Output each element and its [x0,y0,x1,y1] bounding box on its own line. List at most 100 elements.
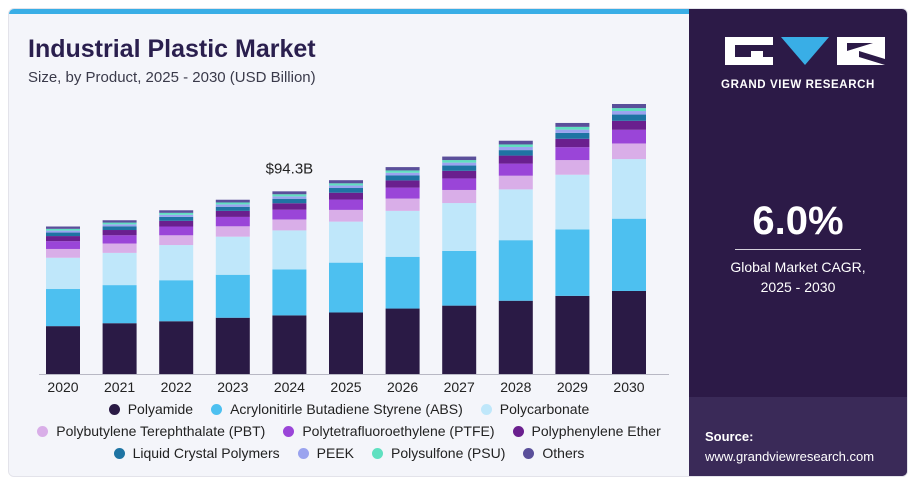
legend-item: Polytetrafluoroethylene (PTFE) [283,423,495,439]
legend-item: Polysulfone (PSU) [372,445,505,461]
info-sidebar: GRAND VIEW RESEARCH 6.0% Global Market C… [689,9,907,476]
legend-label: Polyphenylene Ether [531,423,661,439]
legend-label: Polybutylene Terephthalate (PBT) [56,423,266,439]
bar-segment-2030-3 [612,143,646,160]
legend-item: Acrylonitirle Butadiene Styrene (ABS) [211,401,463,417]
x-tick-label-2020: 2020 [47,379,78,395]
bar-segment-2024-8 [272,194,307,197]
bar-segment-2029-0 [555,295,590,374]
bar-segment-2028-6 [498,150,533,156]
bar-segment-2021-0 [102,323,137,374]
bar-segment-2026-8 [385,170,420,173]
legend-swatch [523,447,535,459]
bar-segment-2024-4 [272,209,307,220]
bar-segment-2029-8 [555,126,590,130]
bar-segment-2023-1 [215,274,250,318]
bar-segment-2026-2 [385,210,420,257]
legend-label: PEEK [316,445,354,461]
bar-segment-2025-5 [329,192,363,200]
bar-segment-2024-2 [272,230,307,270]
bar-segment-2027-7 [442,162,477,166]
bar-segment-2028-1 [498,240,533,301]
bar-segment-2024-7 [272,196,307,199]
bar-segment-2029-4 [555,147,590,161]
legend-swatch [297,447,309,459]
bar-segment-2024-5 [272,203,307,210]
bar-segment-2021-1 [102,285,137,324]
bar-segment-2021-4 [102,235,137,244]
bar-segment-2027-5 [442,170,477,179]
legend-label: Liquid Crystal Polymers [132,445,280,461]
bar-segment-2023-5 [215,210,250,217]
bar-segment-2023-4 [215,216,250,227]
source-url: www.grandviewresearch.com [705,449,875,464]
x-tick-label-2028: 2028 [500,379,531,395]
bar-segment-2022-0 [159,321,194,374]
bar-segment-2022-2 [159,245,194,281]
source-title: Source: [705,429,754,444]
x-tick-label-2026: 2026 [387,379,418,395]
bar-segment-2020-8 [46,228,80,231]
bar-segment-2030-0 [612,290,646,374]
bar-annotation-2024: $94.3B [266,160,314,177]
infographic-card: Industrial Plastic Market Size, by Produ… [8,8,908,477]
cagr-label-line2: 2025 - 2030 [760,279,836,295]
bar-segment-2027-2 [442,203,477,251]
legend-swatch [283,425,295,437]
bar-segment-2029-6 [555,132,590,139]
bar-segment-2025-6 [329,188,363,193]
bar-segment-2022-5 [159,220,194,227]
bar-segment-2022-7 [159,214,194,217]
bar-segment-2021-6 [102,226,137,231]
bar-segment-2027-1 [442,250,477,306]
x-tick-label-2027: 2027 [444,379,475,395]
bar-segment-2028-8 [498,144,533,147]
legend-swatch [113,447,125,459]
bar-segment-2023-2 [215,236,250,275]
bar-segment-2030-8 [612,108,646,112]
cagr-divider [735,249,861,250]
bar-segment-2024-1 [272,269,307,316]
cagr-label-line1: Global Market CAGR, [730,259,866,275]
bar-segment-2021-7 [102,224,137,227]
bar-segment-2020-7 [46,230,80,233]
legend-swatch [372,447,383,459]
bar-segment-2021-9 [102,220,137,223]
bar-segment-2020-5 [46,236,80,242]
bar-segment-2020-1 [46,289,80,327]
cagr-label: Global Market CAGR, 2025 - 2030 [689,257,907,297]
bar-segment-2027-3 [442,189,477,204]
bar-segment-2028-3 [498,175,533,190]
bar-segment-2029-3 [555,160,590,175]
bar-segment-2024-6 [272,198,307,204]
x-tick-label-2030: 2030 [613,379,644,395]
bar-segment-2028-0 [498,300,533,374]
x-tick-label-2023: 2023 [217,379,248,395]
legend-row-1: Polyamide Acrylonitirle Butadiene Styrene… [9,401,689,417]
bar-segment-2026-5 [385,180,420,188]
x-tick-label-2025: 2025 [330,379,361,395]
legend-item: Polyamide [108,401,193,417]
bar-segment-2026-0 [385,308,420,374]
bar-segment-2029-7 [555,129,590,133]
x-tick-label-2021: 2021 [104,379,135,395]
legend-item: Polycarbonate [480,401,589,417]
legend-swatch [37,425,49,437]
bar-segment-2026-3 [385,198,420,211]
bar-segment-2022-3 [159,235,194,246]
bar-segment-2025-0 [329,312,363,374]
bar-segment-2026-1 [385,256,420,309]
x-tick-label-2024: 2024 [274,379,305,395]
bar-segment-2022-4 [159,226,194,236]
bar-segment-2030-2 [612,159,646,219]
bar-segment-2023-6 [215,206,250,211]
legend-label: Acrylonitirle Butadiene Styrene (ABS) [230,401,463,417]
bar-segment-2030-5 [612,120,646,130]
bar-segment-2025-3 [329,209,363,222]
bar-segment-2029-1 [555,229,590,296]
bar-segment-2020-6 [46,232,80,237]
source-box [689,397,907,476]
bar-segment-2020-4 [46,241,80,249]
bar-segment-2027-4 [442,178,477,190]
bar-segment-2026-4 [385,187,420,199]
